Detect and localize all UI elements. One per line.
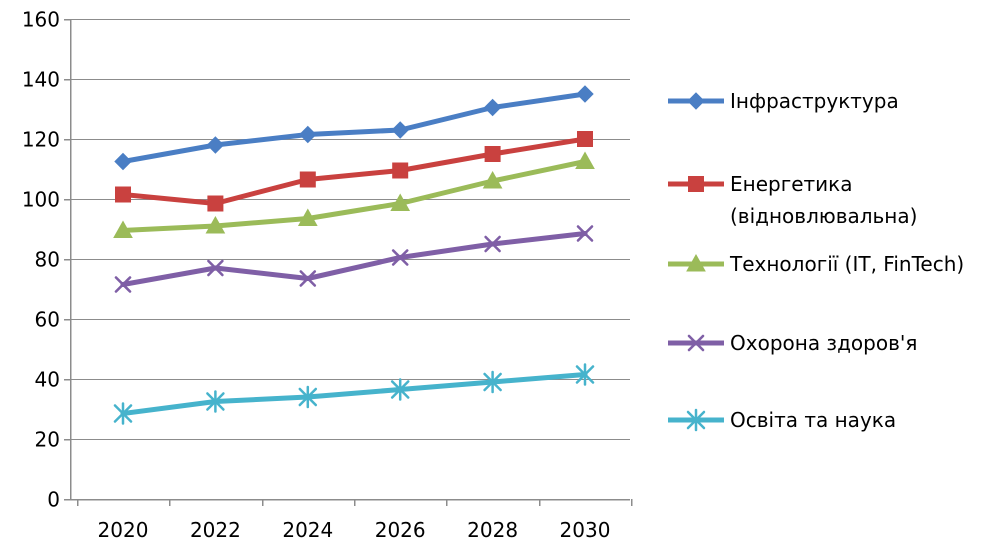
y-tick-label: 40 [35,368,60,392]
x-tick-label: 2030 [560,518,611,542]
series-5 [113,363,595,425]
marker-stroke [687,334,705,352]
series-3 [113,151,595,238]
legend-label: Охорона здоров'я [730,331,917,355]
data-point [484,146,501,162]
x-tick-label: 2026 [375,518,426,542]
marker-stroke [207,259,224,277]
legend-label: (відновлювальна) [730,204,917,228]
data-point [113,220,133,238]
data-point [299,125,317,144]
series-line [120,91,588,164]
series-line [120,159,588,233]
x-tick-label: 2020 [98,518,149,542]
legend-label: Освіта та наука [730,408,896,432]
data-point [577,131,593,147]
legend-label: Інфраструктура [730,89,899,113]
y-tick-label: 0 [47,488,60,512]
y-tick-label: 80 [35,248,60,272]
data-point [392,162,409,179]
axes: 0 20 40 60 80 100 120 140 160 2020 2022 2024 2026 202… [22,8,633,542]
x-tick-label: 2024 [282,518,333,542]
y-tick-label: 60 [35,308,60,332]
legend: Інфраструктура Енергетика (відновлювальна)… [668,89,964,432]
legend-marker [686,253,706,272]
data-point [207,195,224,212]
legend-marker [687,334,705,352]
data-point [391,249,409,266]
data-point [114,276,132,293]
marker-stroke [391,249,409,266]
x-tick-label: 2028 [467,518,518,542]
data-point [299,171,316,188]
data-point [113,402,133,425]
series-2 [115,131,593,212]
y-tick-label: 140 [22,68,60,92]
legend-marker [686,408,706,432]
data-point [390,378,410,401]
data-point [207,259,224,277]
legend-item-3: Технології (IT, FinTech) [668,252,964,276]
marker-stroke [484,235,501,253]
y-tick-label: 120 [22,128,60,152]
data-point [299,270,317,287]
series-line [120,372,588,416]
legend-label: Енергетика [730,172,853,196]
data-point [575,151,595,169]
legend-marker [688,176,704,192]
data-point [206,136,225,154]
legend-item-1: Інфраструктура [668,89,899,113]
y-tick-label: 100 [22,188,60,212]
data-point [483,98,502,117]
legend-item-5: Освіта та наука [668,408,896,432]
series-1 [114,85,594,171]
x-tick-label: 2022 [190,518,241,542]
legend-item-2: Енергетика (відновлювальна) [668,172,917,228]
data-point [205,215,226,234]
legend-marker [687,92,705,110]
data-point [484,235,501,253]
data-point [390,193,411,211]
legend-label: Технології (IT, FinTech) [729,252,964,276]
data-point [391,121,409,139]
y-tick-label: 160 [22,8,60,32]
marker-stroke [576,225,594,242]
series-4 [114,225,594,293]
data-point [206,390,225,413]
marker-stroke [114,276,132,293]
series-line [120,136,588,206]
data-point [482,170,503,189]
data-point [115,186,131,203]
y-tick-label: 20 [35,428,60,452]
data-point [575,363,595,386]
data-point [576,85,594,103]
data-point [114,152,132,171]
marker-stroke [299,270,317,287]
series-lines [113,85,595,425]
data-point [297,208,318,226]
data-point [298,385,318,409]
data-point [483,370,502,394]
legend-item-4: Охорона здоров'я [668,331,917,355]
series-line [120,231,588,287]
data-point [576,225,594,242]
